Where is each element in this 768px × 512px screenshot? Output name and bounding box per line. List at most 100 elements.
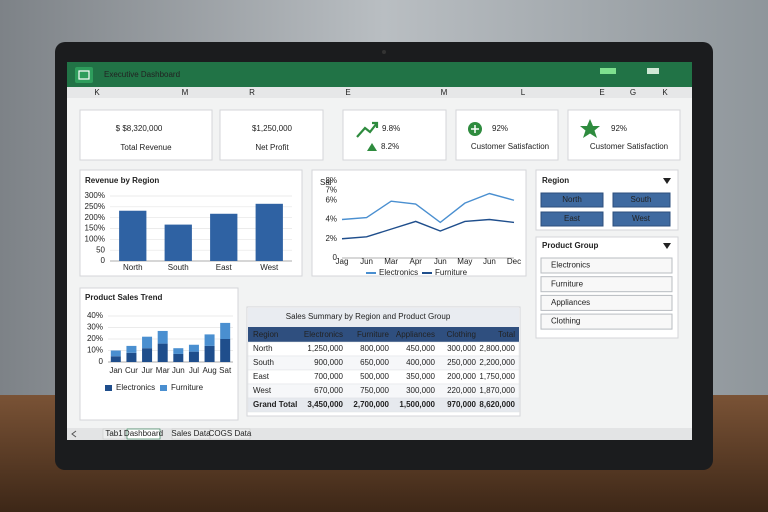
- legend-label: Electronics: [116, 383, 155, 392]
- y-tick-label: 0: [99, 357, 104, 366]
- up-triangle: [367, 143, 377, 151]
- sheet-tab[interactable]: [126, 428, 161, 440]
- chart-title: Revenue by Region: [85, 176, 159, 185]
- x-tick-label: Mar: [384, 257, 398, 266]
- sheet-tab[interactable]: [209, 428, 251, 440]
- content: Executive Dashboard K M R E M L E G K $ $8,320,000…: [71, 70, 681, 440]
- slicer-title: Region: [542, 176, 569, 185]
- kpi-label: Net Profit: [255, 143, 289, 152]
- legend-swatch: [160, 385, 167, 391]
- bar: [255, 203, 283, 261]
- bar-segment: [220, 339, 231, 362]
- table-header-bar: [248, 327, 519, 342]
- bar-segment: [188, 351, 199, 362]
- y-tick-label: 2%: [325, 234, 337, 243]
- table-cell: 2,700,000: [353, 400, 389, 409]
- x-tick-label: North: [123, 263, 143, 272]
- table-cell: 8,620,000: [479, 400, 515, 409]
- window-control[interactable]: [647, 68, 659, 74]
- slicer-button[interactable]: [540, 192, 604, 208]
- x-tick-label: Aug: [202, 366, 216, 375]
- kpi-value: 92%: [611, 124, 627, 133]
- kpi-icon-glyph: [471, 125, 479, 133]
- table-cell: 400,000: [406, 358, 435, 367]
- slicer-button[interactable]: [612, 192, 671, 208]
- legend-swatch: [366, 272, 376, 274]
- line-series: [341, 192, 515, 224]
- title-bar: [67, 62, 692, 87]
- slicer-button-label: North: [562, 195, 582, 204]
- table-title: Sales Summary by Region and Product Grou…: [286, 312, 451, 321]
- table-cell: 750,000: [360, 386, 389, 395]
- table-header-cell: Electronics: [304, 330, 343, 339]
- y-tick-label: 250%: [85, 202, 105, 211]
- slicer-item[interactable]: [540, 294, 673, 311]
- legend-swatch: [105, 385, 112, 391]
- legend-label: Electronics: [379, 268, 418, 277]
- x-tick-label: Dec: [507, 257, 521, 266]
- table-cell: 800,000: [360, 344, 389, 353]
- table-cell: East: [253, 372, 270, 381]
- window-title: Executive Dashboard: [104, 70, 180, 79]
- x-tick-label: Cur: [125, 366, 138, 375]
- slicer-button[interactable]: [612, 211, 671, 227]
- slicer-item-label: Furniture: [551, 279, 584, 288]
- app-icon: [75, 67, 93, 83]
- slicer-item[interactable]: [540, 276, 673, 293]
- table-row: [247, 397, 520, 413]
- x-tick-label: Jan: [109, 366, 122, 375]
- column-header: K: [662, 88, 668, 97]
- table-cell: 300,000: [406, 386, 435, 395]
- tab-scroll[interactable]: [71, 430, 77, 438]
- sheet-tab[interactable]: [102, 428, 126, 440]
- x-tick-label: Apr: [409, 257, 422, 266]
- column-header: R: [249, 88, 255, 97]
- table-cell: 700,000: [314, 372, 343, 381]
- slicer-dropdown[interactable]: [663, 243, 671, 249]
- x-tick-label: West: [260, 263, 279, 272]
- x-tick-label: Jun: [483, 257, 496, 266]
- kpi-label: Total Revenue: [120, 143, 172, 152]
- slicer-dropdown[interactable]: [663, 178, 671, 184]
- star-icon: [580, 119, 600, 138]
- y-tick-label: 300%: [85, 191, 105, 200]
- bar: [119, 210, 147, 261]
- kpi-label: 8.2%: [381, 142, 399, 151]
- slicer-item[interactable]: [540, 257, 673, 274]
- table-cell: Grand Total: [253, 400, 297, 409]
- x-tick-label: South: [168, 263, 189, 272]
- slicer-item-label: Electronics: [551, 261, 590, 270]
- window-control[interactable]: [600, 68, 616, 74]
- x-tick-label: Mar: [156, 366, 170, 375]
- x-tick-label: Jun: [434, 257, 447, 266]
- bar-segment: [157, 330, 168, 344]
- kpi-value: $ $8,320,000: [116, 124, 163, 133]
- bar-segment: [204, 345, 215, 362]
- table-cell: 1,250,000: [307, 344, 343, 353]
- table-header-cell: Clothing: [447, 330, 476, 339]
- bar-segment: [173, 353, 184, 362]
- table-cell: 3,450,000: [307, 400, 343, 409]
- x-tick-label: East: [216, 263, 233, 272]
- slicer-item[interactable]: [540, 313, 673, 330]
- table-cell: 2,200,000: [479, 358, 515, 367]
- table-header-cell: Region: [253, 330, 278, 339]
- column-header: M: [441, 88, 448, 97]
- slicer-button-label: West: [632, 214, 651, 223]
- table-cell: 200,000: [447, 372, 476, 381]
- line-series: [341, 218, 515, 240]
- slicer-button-label: South: [631, 195, 652, 204]
- bar-segment: [173, 348, 184, 354]
- bar-segment: [126, 352, 137, 362]
- x-tick-label: Jun: [172, 366, 185, 375]
- camera: [382, 50, 386, 54]
- bar-segment: [142, 348, 153, 362]
- bar: [164, 224, 192, 261]
- table-cell: West: [253, 386, 272, 395]
- x-tick-label: Jag: [336, 257, 349, 266]
- chart-title: Product Sales Trend: [85, 293, 162, 302]
- slicer-button[interactable]: [540, 211, 604, 227]
- y-tick-label: 7%: [325, 186, 337, 195]
- bar-segment: [110, 350, 121, 357]
